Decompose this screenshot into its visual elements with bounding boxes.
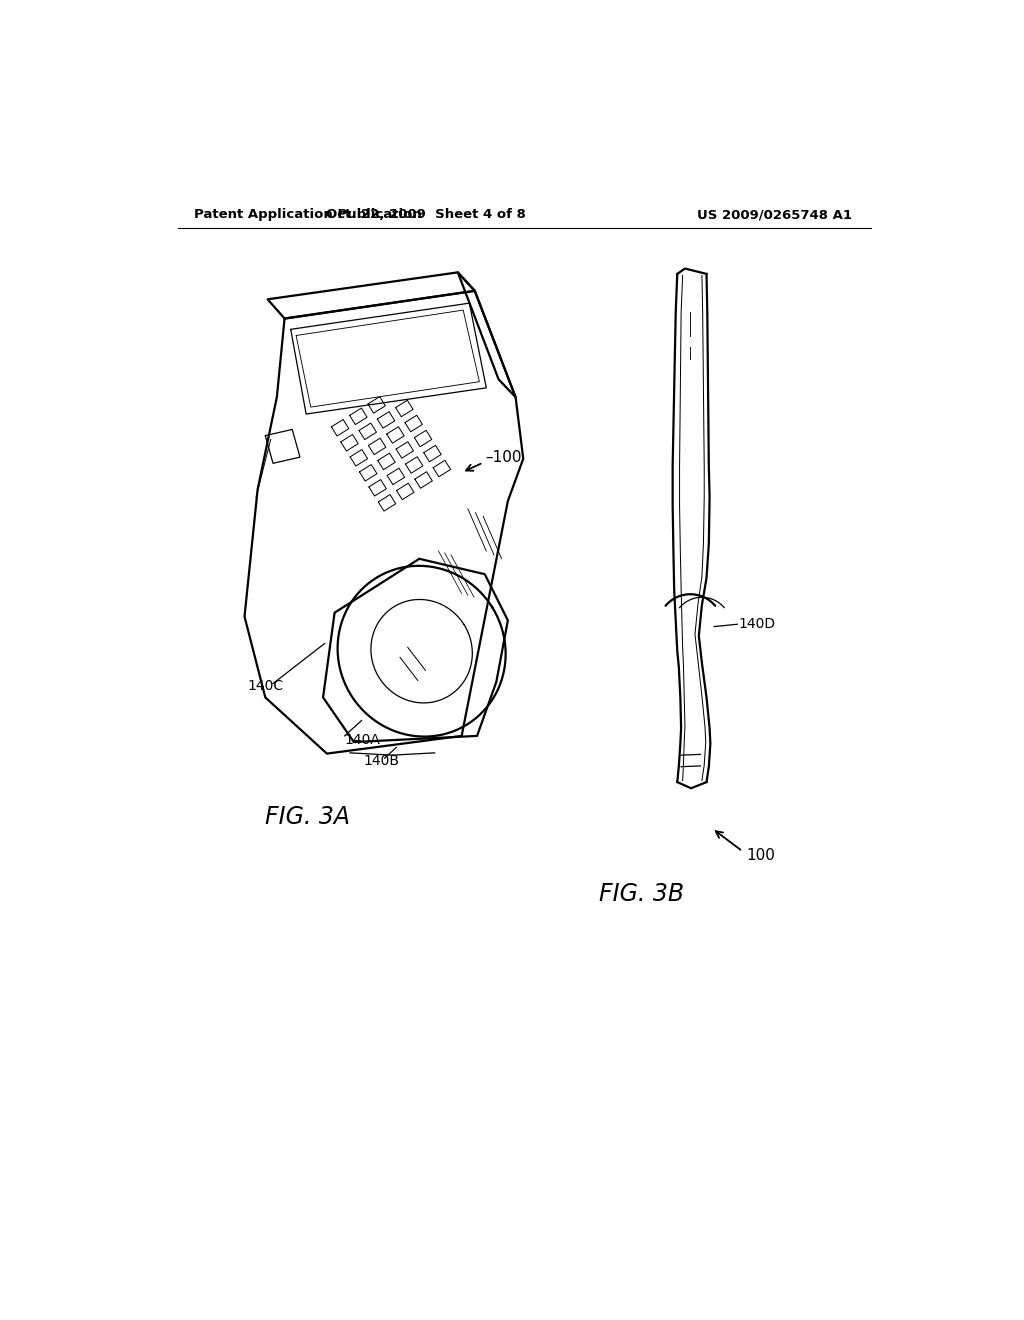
Text: US 2009/0265748 A1: US 2009/0265748 A1 bbox=[696, 209, 852, 222]
Text: 140D: 140D bbox=[739, 618, 776, 631]
Text: Oct. 22, 2009  Sheet 4 of 8: Oct. 22, 2009 Sheet 4 of 8 bbox=[326, 209, 525, 222]
Text: 140C: 140C bbox=[248, 678, 284, 693]
Text: FIG. 3A: FIG. 3A bbox=[265, 805, 350, 829]
Text: –100: –100 bbox=[484, 450, 521, 465]
Text: 140B: 140B bbox=[364, 754, 399, 767]
Text: 100: 100 bbox=[746, 847, 775, 863]
Text: FIG. 3B: FIG. 3B bbox=[599, 882, 684, 906]
Text: Patent Application Publication: Patent Application Publication bbox=[194, 209, 422, 222]
Text: 140A: 140A bbox=[345, 733, 381, 747]
